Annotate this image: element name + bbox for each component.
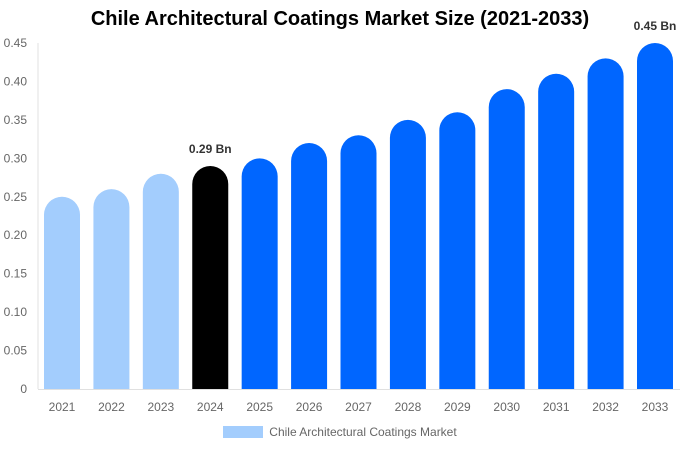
bar-2028 bbox=[389, 119, 426, 389]
x-tick-label: 2023 bbox=[147, 400, 174, 414]
y-tick-label: 0.30 bbox=[4, 151, 28, 165]
bar-2033 bbox=[637, 43, 673, 389]
y-tick-label: 0.05 bbox=[4, 344, 28, 358]
bar-2032 bbox=[587, 58, 624, 389]
y-tick-label: 0.45 bbox=[4, 36, 28, 50]
x-tick-label: 2021 bbox=[49, 400, 76, 414]
bar-2026 bbox=[291, 142, 328, 389]
legend-label: Chile Architectural Coatings Market bbox=[269, 425, 457, 439]
x-tick-label: 2026 bbox=[296, 400, 323, 414]
x-tick-label: 2027 bbox=[345, 400, 372, 414]
y-tick-label: 0 bbox=[20, 382, 27, 396]
x-tick-label: 2030 bbox=[493, 400, 520, 414]
chart-title: Chile Architectural Coatings Market Size… bbox=[90, 8, 590, 30]
y-tick-label: 0.10 bbox=[4, 305, 28, 319]
x-tick-label: 2031 bbox=[543, 400, 570, 414]
y-tick-label: 0.25 bbox=[4, 190, 28, 204]
data-label-2024: 0.29 Bn bbox=[189, 142, 232, 156]
data-label-2033: 0.45 Bn bbox=[634, 19, 677, 33]
bar-2025 bbox=[241, 158, 278, 389]
x-tick-label: 2029 bbox=[444, 400, 471, 414]
bar-2023 bbox=[142, 173, 179, 389]
bar-2031 bbox=[538, 73, 575, 389]
y-tick-label: 0.35 bbox=[4, 113, 28, 127]
bar-2029 bbox=[439, 112, 476, 389]
bar-2024 bbox=[192, 166, 229, 389]
y-tick-label: 0.15 bbox=[4, 267, 28, 281]
x-tick-label: 2025 bbox=[246, 400, 273, 414]
bar-2022 bbox=[93, 189, 130, 389]
x-tick-label: 2022 bbox=[98, 400, 125, 414]
y-tick-label: 0.20 bbox=[4, 228, 28, 242]
legend-swatch bbox=[223, 426, 264, 438]
x-tick-label: 2024 bbox=[197, 400, 224, 414]
x-tick-label: 2028 bbox=[395, 400, 422, 414]
x-tick-label: 2033 bbox=[642, 400, 669, 414]
bar-2027 bbox=[340, 135, 377, 389]
x-tick-label: 2032 bbox=[592, 400, 619, 414]
legend[interactable]: Chile Architectural Coatings Market bbox=[0, 425, 680, 439]
bar-2021 bbox=[44, 196, 80, 389]
y-tick-label: 0.40 bbox=[4, 74, 28, 88]
bar-2030 bbox=[488, 89, 525, 389]
